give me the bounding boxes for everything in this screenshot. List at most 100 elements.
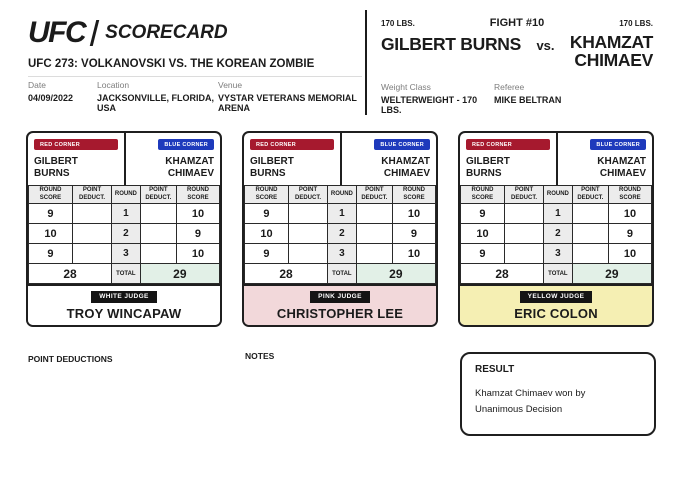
total-row: 28 TOTAL 29 xyxy=(244,263,436,284)
result-text: Khamzat Chimaev won by Unanimous Decisio… xyxy=(475,388,586,415)
judge-section: WHITE JUDGE TROY WINCAPAW xyxy=(28,284,220,325)
date-value: 04/09/2022 xyxy=(28,93,74,103)
weight-class-label: Weight Class xyxy=(381,82,431,92)
red-fighter-card-name: GILBERT BURNS xyxy=(466,156,550,180)
blue-point-deduction xyxy=(571,203,609,224)
location-value: JACKSONVILLE, FLORIDA, USA xyxy=(97,93,215,113)
header-divider xyxy=(365,10,367,115)
round-row: 10 2 9 xyxy=(460,223,652,244)
blue-corner-half: BLUE CORNER KHAMZAT CHIMAEV xyxy=(124,133,220,185)
round-row: 9 3 10 xyxy=(28,243,220,264)
blue-round-score: 10 xyxy=(175,203,220,224)
blue-corner-half: BLUE CORNER KHAMZAT CHIMAEV xyxy=(556,133,652,185)
red-point-deduction xyxy=(287,243,329,264)
red-total: 28 xyxy=(244,263,329,284)
col-header-round: ROUND xyxy=(327,185,357,204)
blue-last-name: CHIMAEV xyxy=(383,168,430,179)
red-first-name: GILBERT xyxy=(466,156,510,167)
red-fighter-card-name: GILBERT BURNS xyxy=(250,156,334,180)
round-row: 9 3 10 xyxy=(460,243,652,264)
result-heading: RESULT xyxy=(475,364,515,375)
blue-fighter-card-name: KHAMZAT CHIMAEV xyxy=(381,156,430,180)
judge-section: YELLOW JUDGE ERIC COLON xyxy=(460,284,652,325)
red-round-score: 10 xyxy=(460,223,505,244)
judge-name: TROY WINCAPAW xyxy=(66,305,182,321)
blue-point-deduction xyxy=(355,203,393,224)
blue-corner-badge: BLUE CORNER xyxy=(374,139,430,150)
blue-round-score: 10 xyxy=(391,203,436,224)
scorecard-yellow-judge: RED CORNER GILBERT BURNS BLUE CORNER KHA… xyxy=(458,131,654,327)
total-row: 28 TOTAL 29 xyxy=(460,263,652,284)
judge-badge: PINK JUDGE xyxy=(310,290,370,303)
red-point-deduction xyxy=(71,243,113,264)
round-number: 1 xyxy=(327,203,357,224)
red-round-score: 9 xyxy=(460,243,505,264)
scorecard-white-judge: RED CORNER GILBERT BURNS BLUE CORNER KHA… xyxy=(26,131,222,327)
red-last-name: BURNS xyxy=(34,168,70,179)
blue-point-deduction xyxy=(139,203,177,224)
col-header-round-score: ROUND SCORE xyxy=(460,185,505,204)
card-names: RED CORNER GILBERT BURNS BLUE CORNER KHA… xyxy=(460,133,652,185)
notes-heading: NOTES xyxy=(245,351,275,361)
location-label: Location xyxy=(97,80,130,90)
col-header-round-score: ROUND SCORE xyxy=(28,185,73,204)
ufc-logo: UFC xyxy=(28,16,87,49)
round-row: 9 1 10 xyxy=(244,203,436,224)
blue-round-score: 10 xyxy=(607,203,652,224)
col-header-round-score: ROUND SCORE xyxy=(244,185,289,204)
blue-fighter-first: KHAMZAT xyxy=(569,32,653,52)
round-row: 10 2 9 xyxy=(28,223,220,244)
total-label: TOTAL xyxy=(327,263,357,284)
fighters-row: GILBERT BURNS vs. KHAMZAT CHIMAEV xyxy=(381,32,653,70)
red-round-score: 9 xyxy=(28,203,73,224)
judge-badge: YELLOW JUDGE xyxy=(519,290,593,303)
red-fighter-card-name: GILBERT BURNS xyxy=(34,156,118,180)
judge-name: ERIC COLON xyxy=(514,305,598,321)
blue-first-name: KHAMZAT xyxy=(165,156,214,167)
blue-fighter-last: CHIMAEV xyxy=(574,49,653,70)
red-round-score: 9 xyxy=(460,203,505,224)
round-number: 1 xyxy=(543,203,573,224)
fight-meta-row: 170 LBS. FIGHT #10 170 LBS. xyxy=(381,17,653,29)
scorecard-wordmark: SCORECARD xyxy=(105,22,228,43)
round-row: 10 2 9 xyxy=(244,223,436,244)
red-total: 28 xyxy=(28,263,113,284)
blue-point-deduction xyxy=(571,223,609,244)
judge-name: CHRISTOPHER LEE xyxy=(276,305,404,321)
blue-point-deduction xyxy=(355,243,393,264)
red-first-name: GILBERT xyxy=(250,156,294,167)
blue-fighter-card-name: KHAMZAT CHIMAEV xyxy=(165,156,214,180)
round-number: 3 xyxy=(543,243,573,264)
event-title: UFC 273: VOLKANOVSKI VS. THE KOREAN ZOMB… xyxy=(28,58,362,77)
event-venue: Venue VYSTAR VETERANS MEMORIAL ARENA xyxy=(218,80,362,113)
blue-total: 29 xyxy=(355,263,436,284)
col-header-round: ROUND xyxy=(111,185,141,204)
blue-point-deduction xyxy=(355,223,393,244)
judge-scorecards: RED CORNER GILBERT BURNS BLUE CORNER KHA… xyxy=(26,131,654,327)
blue-first-name: KHAMZAT xyxy=(597,156,646,167)
logo-slash-icon xyxy=(89,20,100,46)
fight-header: 170 LBS. FIGHT #10 170 LBS. GILBERT BURN… xyxy=(381,17,653,115)
col-header-point-deduct: POINT DEDUCT. xyxy=(355,185,393,204)
round-number: 1 xyxy=(111,203,141,224)
blue-corner-badge: BLUE CORNER xyxy=(590,139,646,150)
red-corner-badge: RED CORNER xyxy=(466,139,550,150)
score-table: ROUND SCORE POINT DEDUCT. ROUND POINT DE… xyxy=(460,185,652,284)
score-table: ROUND SCORE POINT DEDUCT. ROUND POINT DE… xyxy=(244,185,436,284)
result-box: RESULT Khamzat Chimaev won by Unanimous … xyxy=(460,352,656,436)
officials-row: Weight Class WELTERWEIGHT - 170 LBS. Ref… xyxy=(381,82,653,115)
blue-fighter-block: KHAMZAT CHIMAEV xyxy=(569,32,653,70)
event-location: Location JACKSONVILLE, FLORIDA, USA xyxy=(97,80,218,113)
red-round-score: 9 xyxy=(244,243,289,264)
col-header-round: ROUND xyxy=(543,185,573,204)
round-number: 2 xyxy=(111,223,141,244)
blue-round-score: 10 xyxy=(607,243,652,264)
blue-round-score: 9 xyxy=(391,223,436,244)
blue-weight-tag: 170 LBS. xyxy=(619,19,653,28)
col-header-round-score: ROUND SCORE xyxy=(175,185,220,204)
red-round-score: 10 xyxy=(28,223,73,244)
blue-round-score: 10 xyxy=(391,243,436,264)
blue-point-deduction xyxy=(139,223,177,244)
score-table: ROUND SCORE POINT DEDUCT. ROUND POINT DE… xyxy=(28,185,220,284)
